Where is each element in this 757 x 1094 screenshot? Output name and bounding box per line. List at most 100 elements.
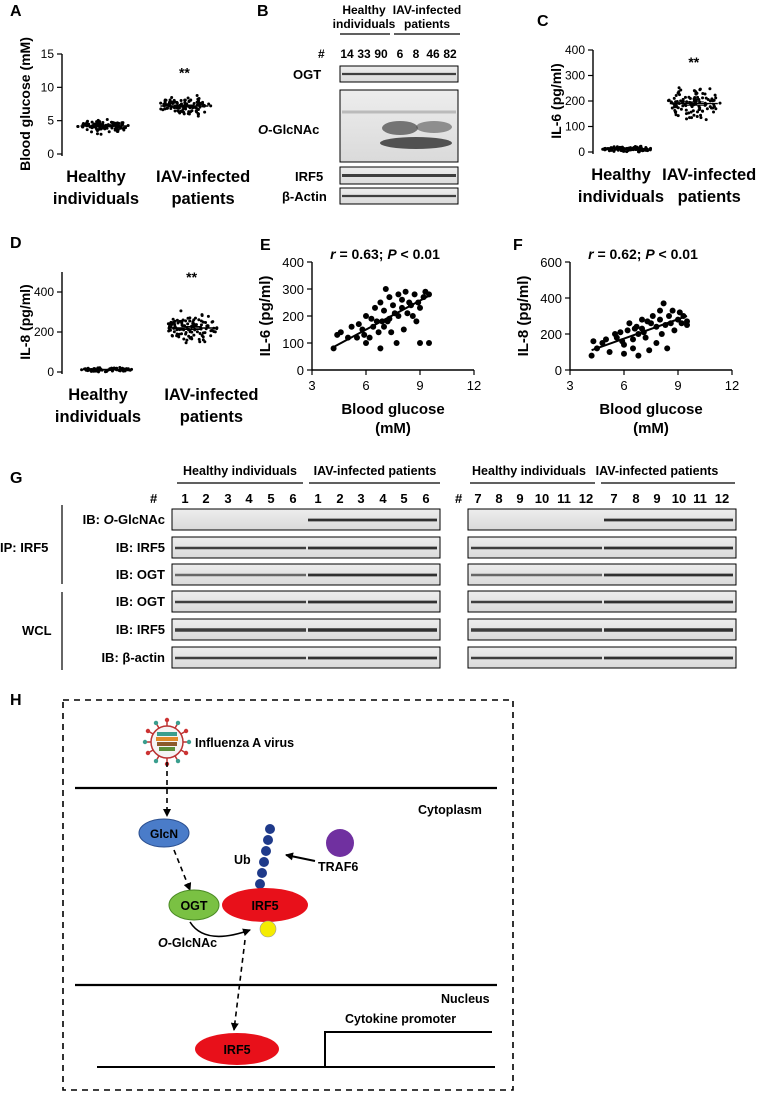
data-point [167,329,171,333]
x-category-label: patients [180,408,243,426]
blot-g-strip [467,508,737,531]
data-point [714,96,718,100]
data-point [363,313,369,319]
x-tick-label: 12 [467,378,481,393]
data-point [381,307,387,314]
data-point [670,106,674,110]
band [380,137,452,149]
data-point [692,113,696,117]
label-influenza-a-virus: Influenza A virus [195,736,294,750]
data-point [115,121,119,125]
label-cytoplasm: Cytoplasm [418,803,482,817]
data-point [197,337,201,341]
y-tick-label: 100 [565,120,585,134]
chart-e-il6-vs-glucose: 0 100 200 300 400 3 6 9 12 IL-6 (pg/ml) Blood gluc… [257,246,481,437]
data-point [95,129,99,133]
x-tick-label: 9 [416,378,423,393]
y-axis-label: IL-6 (pg/ml) [257,276,274,357]
data-point [121,127,125,131]
blot-g-lane-id: 4 [379,491,387,506]
data-point [372,304,378,311]
label-oglcnac: O-GlcNAc [158,936,217,950]
data-point [121,369,125,373]
virus-spike-tip [164,717,170,723]
fit-line [333,294,430,348]
data-point [691,109,695,113]
blot-g-hash-right: # [455,491,463,506]
blot-b-row-label: O-GlcNAc [258,122,319,137]
data-point [644,145,648,149]
data-point [413,318,420,325]
virus-spike-tip [175,758,181,764]
blot-g-row-label: IB: OGT [116,567,165,582]
blot-b-lane-id: 46 [426,47,440,61]
data-point [201,320,205,324]
data-point [85,128,89,132]
label-prefix: IB: [116,622,137,637]
data-point [690,105,694,109]
data-point [386,294,393,301]
data-point [377,345,384,352]
y-axis-label: IL-6 (pg/ml) [548,63,564,138]
data-point [621,350,627,357]
data-point [657,307,663,314]
data-point [630,345,636,352]
blot-g-row-label: IB: IRF5 [116,622,165,637]
blot-g-lane-id: 2 [202,491,209,506]
data-point [193,316,197,320]
label-italic: O [104,512,114,527]
data-point [192,333,196,337]
panel-label-b: B [257,3,269,20]
data-point [209,104,213,108]
data-point [714,107,718,111]
data-point [170,323,174,327]
data-point [695,114,699,118]
x-axis-label: Blood glucose [341,401,444,418]
data-point [181,108,185,112]
blot-g-lane-id: 9 [516,491,523,506]
data-point [194,323,198,327]
data-point [641,149,645,153]
label-prefix: IB: [116,594,137,609]
data-point [173,319,177,323]
data-point [639,316,645,323]
data-point [80,368,84,372]
data-point [705,107,709,111]
data-point [684,108,688,112]
data-point [337,329,344,336]
y-tick-label: 0 [578,145,585,159]
data-point [681,97,685,101]
blot-g-lane-id: 9 [653,491,660,506]
data-point [692,97,696,101]
data-point [173,323,177,327]
data-point [210,329,214,333]
data-point [183,98,187,102]
data-point [426,340,432,346]
data-point [94,369,98,373]
data-point [393,340,400,346]
data-point [119,126,123,130]
data-point [176,109,180,113]
data-point [679,88,683,92]
data-point [400,326,407,333]
data-point [685,117,689,121]
data-point [200,313,204,317]
promoter-line [97,1031,492,1068]
data-point [195,93,199,97]
data-point [718,101,722,105]
label-prefix: IB: [116,540,137,555]
data-point [660,300,667,307]
title-p: P [387,246,397,262]
data-point [180,321,184,325]
blot-b-header-iav-2: patients [404,17,450,31]
title-p: P [645,246,655,262]
data-point [669,307,676,314]
data-point [653,340,660,346]
data-point [102,126,106,130]
data-point [198,331,202,335]
data-point [185,338,189,342]
data-point [603,336,609,343]
y-tick-label: 5 [47,114,54,128]
data-point [198,340,202,344]
